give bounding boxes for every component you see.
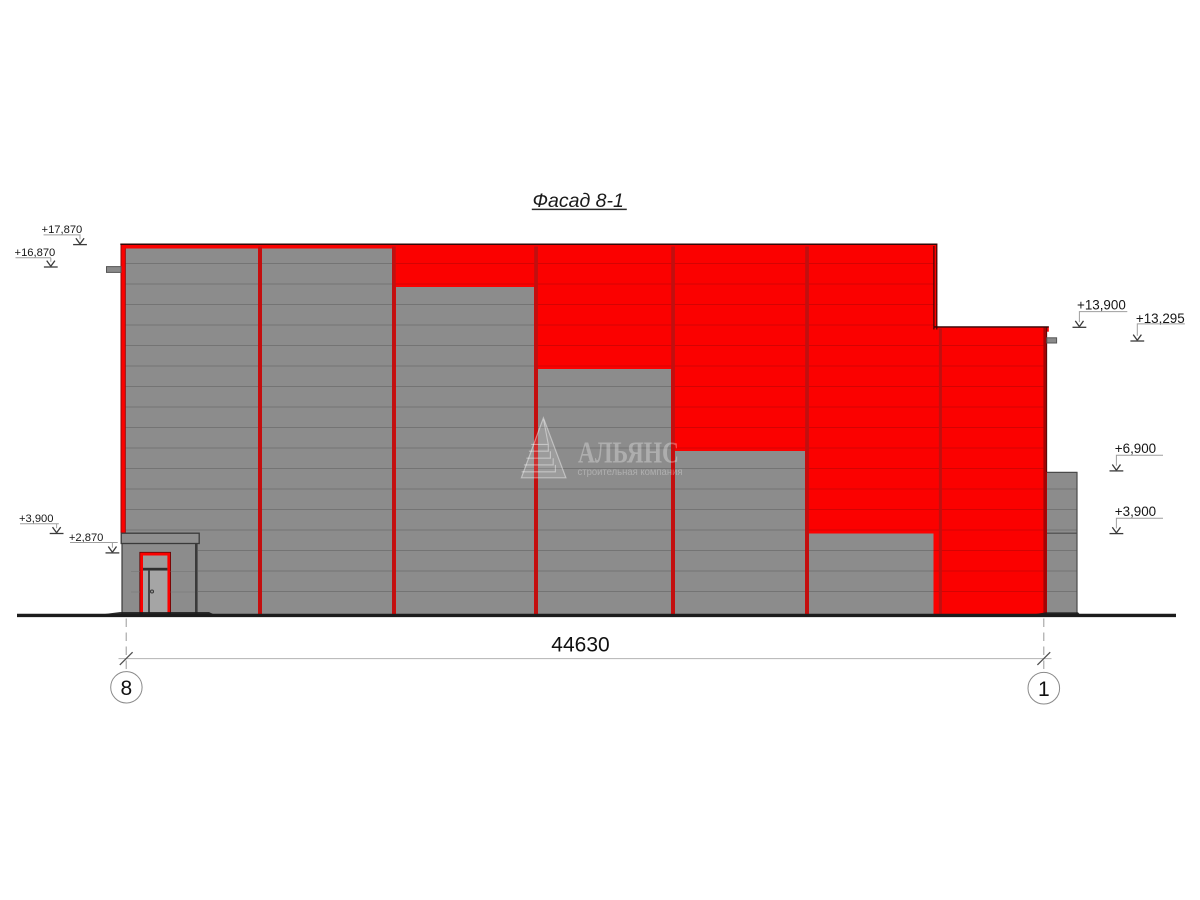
svg-text:строительная компания: строительная компания: [578, 467, 683, 478]
svg-text:+3,900: +3,900: [1115, 504, 1156, 519]
svg-text:1: 1: [1038, 678, 1050, 701]
svg-text:+2,870: +2,870: [69, 532, 104, 544]
svg-text:+13,900: +13,900: [1077, 297, 1126, 312]
svg-text:+3,900: +3,900: [19, 513, 54, 525]
svg-text:+13,295: +13,295: [1136, 311, 1185, 326]
svg-text:+16,870: +16,870: [15, 247, 56, 259]
svg-text:+6,900: +6,900: [1115, 441, 1156, 456]
svg-text:8: 8: [121, 677, 133, 700]
svg-text:44630: 44630: [551, 634, 609, 657]
svg-text:+17,870: +17,870: [42, 224, 83, 236]
svg-text:Фасад 8-1: Фасад 8-1: [533, 190, 624, 212]
svg-text:АЛЬЯНС: АЛЬЯНС: [578, 435, 679, 470]
